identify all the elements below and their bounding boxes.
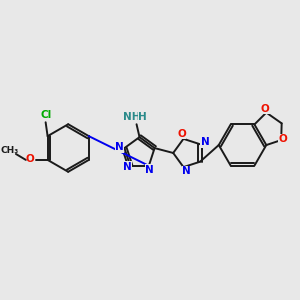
Text: NH: NH (123, 112, 140, 122)
Text: N: N (123, 162, 132, 172)
Text: Cl: Cl (40, 110, 51, 120)
Text: O: O (177, 129, 186, 139)
Text: N: N (146, 165, 154, 175)
Text: N: N (115, 142, 124, 152)
Text: O: O (26, 154, 34, 164)
Text: CH₃: CH₃ (1, 146, 19, 155)
Text: N: N (201, 137, 209, 147)
Text: H: H (138, 112, 147, 122)
Text: O: O (279, 134, 287, 144)
Text: N: N (182, 166, 191, 176)
Text: O: O (261, 103, 270, 114)
